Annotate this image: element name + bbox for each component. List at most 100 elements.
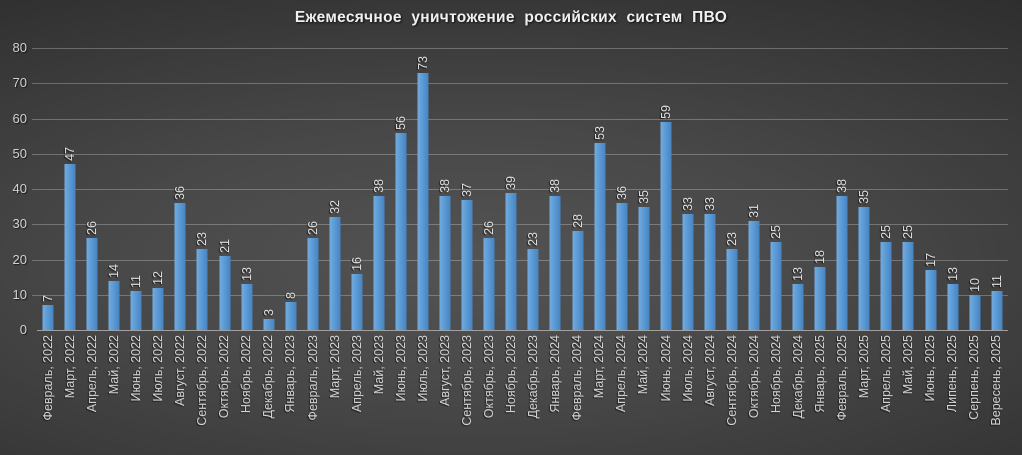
bar bbox=[108, 280, 120, 330]
bar bbox=[792, 284, 804, 330]
x-tick-label: Январь, 2023 bbox=[283, 335, 298, 413]
bar bbox=[660, 122, 672, 330]
plot-area: 7 47 26 14 11 12 36 23 21 13 3 8 26 32 16 38 56 73 38 37 26 3… bbox=[32, 48, 1008, 331]
bar-cell: 26 bbox=[302, 48, 324, 330]
bar bbox=[241, 284, 253, 330]
bar-cell: 33 bbox=[677, 48, 699, 330]
bar-cell: 8 bbox=[280, 48, 302, 330]
bar-value-label: 17 bbox=[923, 253, 938, 268]
bar-value-label: 3 bbox=[261, 309, 276, 317]
bar-cell: 25 bbox=[875, 48, 897, 330]
x-tick-label: Январь, 2024 bbox=[548, 335, 563, 413]
x-tick-cell: Март, 2024 bbox=[589, 335, 611, 453]
x-tick-label: Вересень, 2025 bbox=[989, 335, 1004, 426]
x-tick-label: Июнь, 2025 bbox=[923, 335, 938, 402]
x-tick-cell: Октябрь, 2023 bbox=[478, 335, 500, 453]
bar-value-label: 38 bbox=[835, 179, 850, 194]
bar-cell: 37 bbox=[456, 48, 478, 330]
bar-value-label: 13 bbox=[790, 267, 805, 282]
x-tick-cell: Сентябрь, 2022 bbox=[191, 335, 213, 453]
x-tick-cell: Июнь, 2025 bbox=[920, 335, 942, 453]
x-tick-cell: Серпень, 2025 bbox=[964, 335, 986, 453]
bar-cell: 56 bbox=[390, 48, 412, 330]
bar bbox=[704, 213, 716, 330]
x-tick-cell: Май, 2025 bbox=[897, 335, 919, 453]
bar-cell: 73 bbox=[412, 48, 434, 330]
x-tick-cell: Май, 2024 bbox=[633, 335, 655, 453]
bar-cell: 38 bbox=[544, 48, 566, 330]
bar-cell: 12 bbox=[147, 48, 169, 330]
bar-value-label: 38 bbox=[548, 179, 563, 194]
bar-cell: 59 bbox=[655, 48, 677, 330]
bar-cell: 3 bbox=[258, 48, 280, 330]
bar bbox=[483, 238, 495, 330]
bar bbox=[902, 241, 914, 330]
bar bbox=[439, 196, 451, 330]
bar-cell: 36 bbox=[611, 48, 633, 330]
x-tick-cell: Март, 2022 bbox=[59, 335, 81, 453]
y-tick-label: 80 bbox=[12, 40, 27, 55]
bar bbox=[858, 206, 870, 330]
x-tick-label: Декабрь, 2024 bbox=[790, 335, 805, 419]
bar bbox=[86, 238, 98, 330]
bar-cell: 23 bbox=[522, 48, 544, 330]
x-tick-cell: Октябрь, 2024 bbox=[743, 335, 765, 453]
bar-value-label: 59 bbox=[658, 105, 673, 120]
bar-value-label: 31 bbox=[746, 203, 761, 218]
x-tick-label: Декабрь, 2023 bbox=[526, 335, 541, 419]
bar-cell: 13 bbox=[787, 48, 809, 330]
bar-cell: 25 bbox=[897, 48, 919, 330]
bar bbox=[307, 238, 319, 330]
x-tick-cell: Май, 2023 bbox=[368, 335, 390, 453]
bar-cell: 11 bbox=[986, 48, 1008, 330]
gridline bbox=[32, 118, 1008, 120]
y-tick-label: 60 bbox=[12, 110, 27, 126]
y-tick-label: 20 bbox=[12, 251, 27, 267]
y-tick-label: 40 bbox=[12, 181, 27, 196]
bar-cell: 13 bbox=[942, 48, 964, 330]
x-tick-label: Май, 2024 bbox=[636, 335, 651, 395]
y-tick-label: 0 bbox=[19, 322, 27, 337]
bar-cell: 33 bbox=[699, 48, 721, 330]
x-tick-label: Ноябрь, 2024 bbox=[768, 335, 783, 414]
bar bbox=[42, 305, 54, 330]
x-tick-cell: Февраль, 2023 bbox=[302, 335, 324, 453]
gridline bbox=[32, 189, 1008, 190]
x-tick-label: Февраль, 2024 bbox=[570, 335, 585, 421]
bar-value-label: 25 bbox=[879, 224, 894, 239]
y-tick-label: 50 bbox=[12, 145, 27, 161]
x-tick-label: Июнь, 2024 bbox=[658, 335, 673, 402]
bar bbox=[726, 248, 738, 330]
x-tick-cell: Июль, 2022 bbox=[147, 335, 169, 453]
bar-cell: 35 bbox=[853, 48, 875, 330]
bar-value-label: 26 bbox=[305, 221, 320, 236]
x-tick-cell: Сентябрь, 2023 bbox=[456, 335, 478, 453]
x-tick-label: Июль, 2023 bbox=[415, 335, 430, 402]
x-tick-label: Август, 2023 bbox=[437, 335, 452, 406]
x-tick-label: Июнь, 2022 bbox=[129, 335, 144, 402]
x-tick-cell: Ноябрь, 2022 bbox=[236, 335, 258, 453]
x-tick-cell: Январь, 2023 bbox=[280, 335, 302, 453]
bar-value-label: 16 bbox=[349, 256, 364, 271]
bar-value-label: 39 bbox=[504, 175, 519, 190]
bar-cell: 13 bbox=[236, 48, 258, 330]
x-tick-label: Март, 2023 bbox=[327, 335, 342, 399]
x-tick-cell: Июнь, 2024 bbox=[655, 335, 677, 453]
x-tick-cell: Сентябрь, 2024 bbox=[721, 335, 743, 453]
x-tick-cell: Март, 2025 bbox=[853, 335, 875, 453]
bar-value-label: 26 bbox=[84, 221, 99, 236]
bar-value-label: 35 bbox=[636, 189, 651, 204]
gridline bbox=[32, 259, 1008, 261]
x-tick-cell: Апрель, 2025 bbox=[875, 335, 897, 453]
bar bbox=[991, 291, 1003, 330]
x-tick-cell: Вересень, 2025 bbox=[986, 335, 1008, 453]
x-tick-cell: Апрель, 2024 bbox=[611, 335, 633, 453]
bar-cell: 21 bbox=[214, 48, 236, 330]
bar-cell: 38 bbox=[434, 48, 456, 330]
bar-value-label: 7 bbox=[40, 295, 55, 303]
bar-value-label: 14 bbox=[106, 263, 121, 278]
bar bbox=[594, 143, 606, 330]
bar-value-label: 28 bbox=[570, 214, 585, 229]
x-tick-label: Февраль, 2025 bbox=[835, 335, 850, 421]
x-tick-cell: Август, 2022 bbox=[169, 335, 191, 453]
